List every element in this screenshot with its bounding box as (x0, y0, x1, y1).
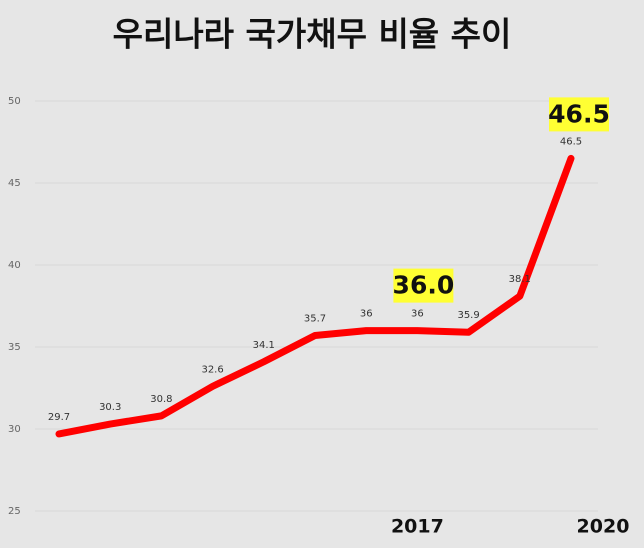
annotation-highlight (393, 268, 454, 303)
data-label: 32.6 (201, 364, 223, 375)
annotation-highlight (549, 97, 609, 132)
y-tick-label: 30 (8, 424, 21, 435)
y-tick-label: 50 (8, 96, 21, 107)
data-label: 36 (360, 309, 373, 320)
data-label: 38.1 (509, 274, 531, 285)
line (55, 154, 575, 438)
data-label: 35.7 (304, 314, 326, 325)
y-tick-label: 35 (8, 342, 21, 353)
x-tick-label: 2017 (391, 516, 444, 538)
x-tick-label: 2020 (577, 516, 630, 538)
data-label: 35.9 (457, 310, 479, 321)
annotation: 36.0 (393, 271, 455, 300)
data-label: 30.8 (150, 394, 172, 405)
data-label: 29.7 (48, 412, 70, 423)
y-tick-label: 45 (8, 178, 21, 189)
y-tick-label: 40 (8, 260, 21, 271)
chart-title: 우리나라 국가채무 비율 추이 (113, 15, 512, 54)
data-label: 34.1 (253, 340, 275, 351)
annotation: 46.5 (548, 99, 610, 128)
data-label: 30.3 (99, 402, 121, 413)
data-label: 46.5 (560, 136, 582, 147)
y-tick-label: 25 (8, 506, 21, 517)
data-label: 36 (411, 309, 424, 320)
